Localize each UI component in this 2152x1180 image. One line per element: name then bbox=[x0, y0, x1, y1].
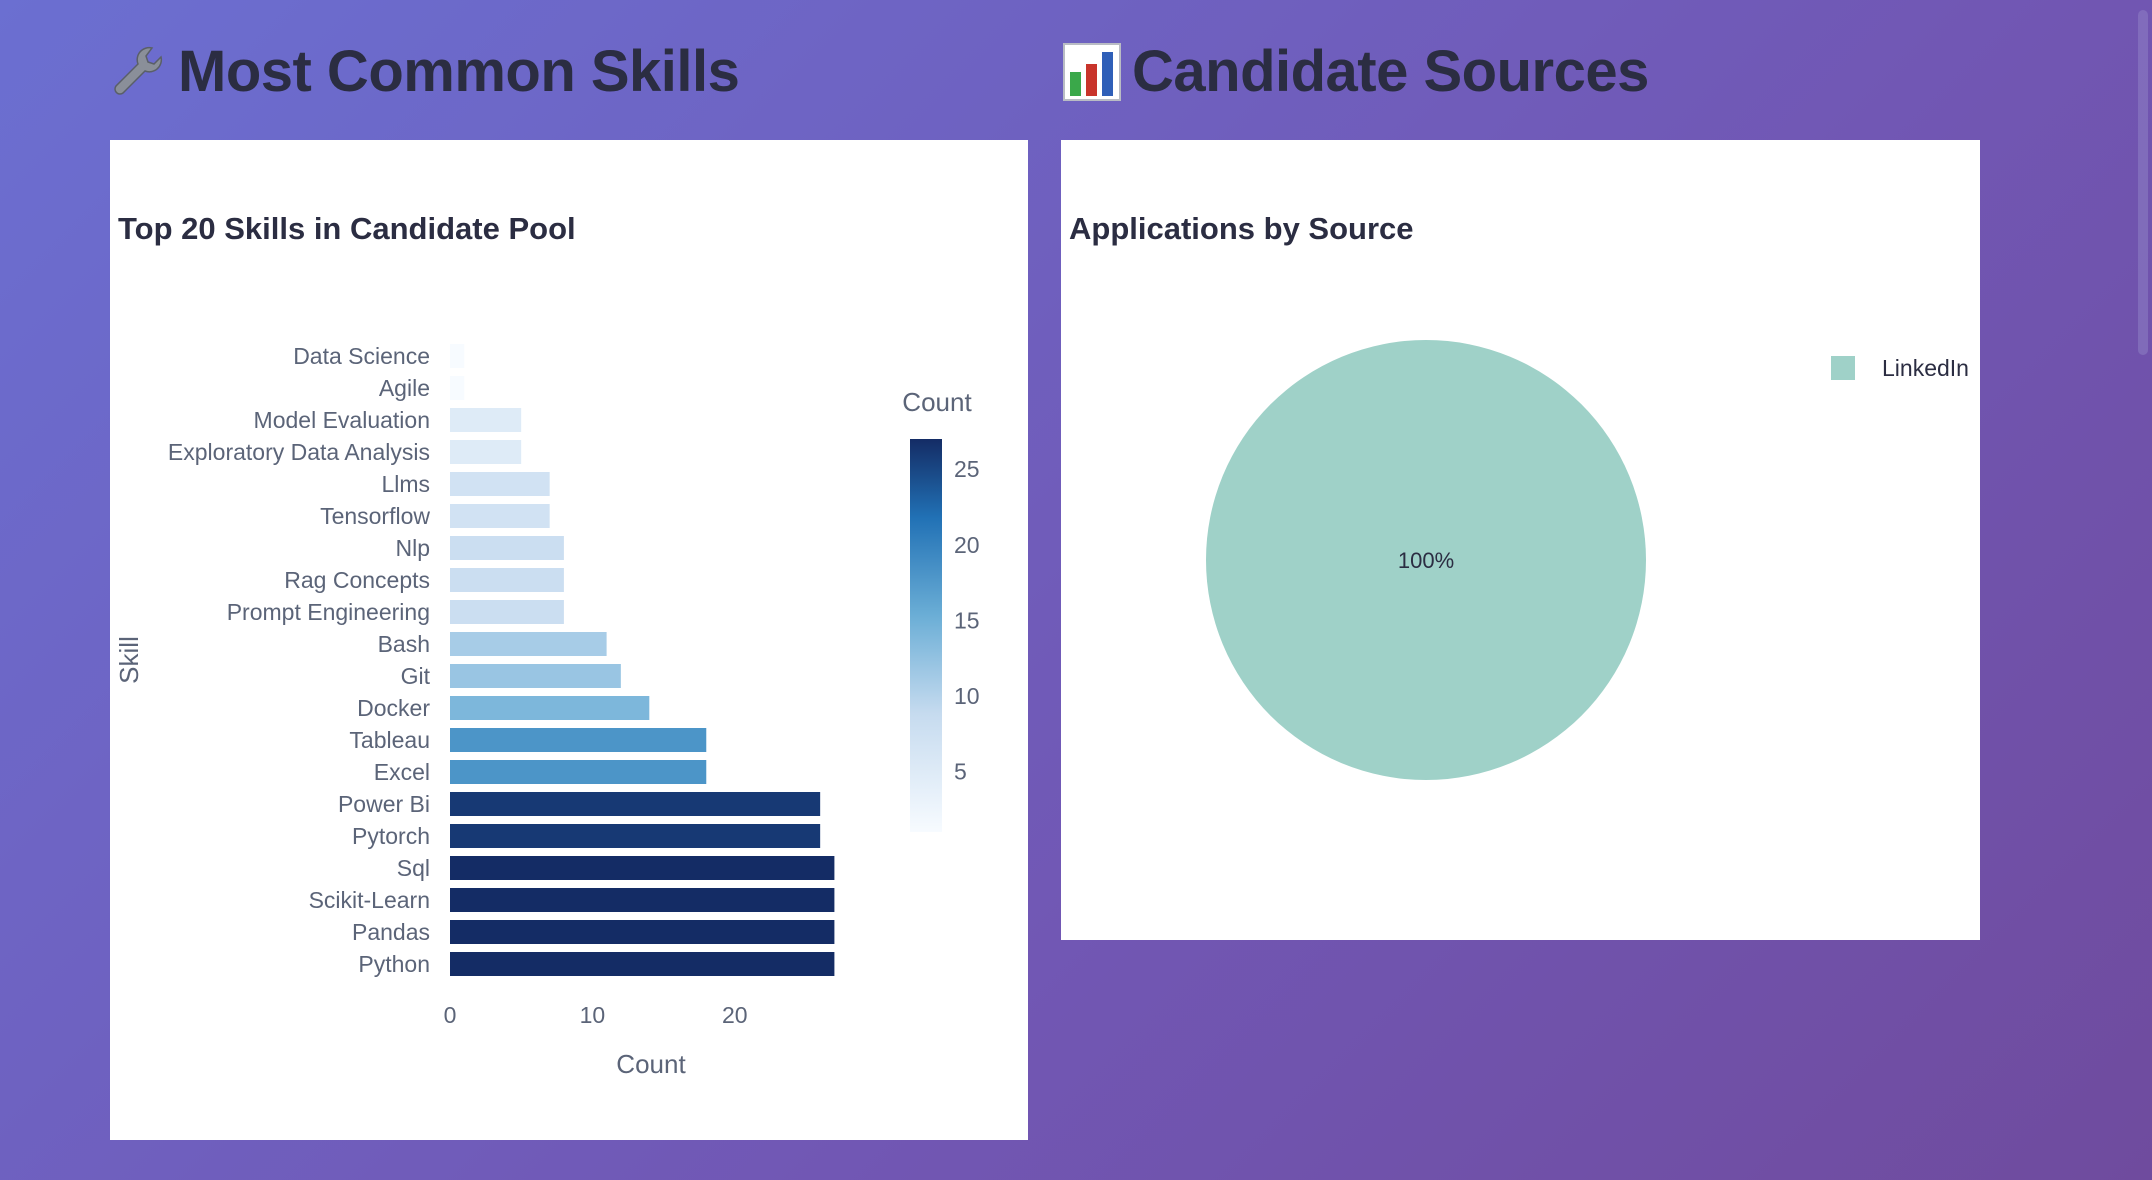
y-tick-label: Tableau bbox=[349, 727, 430, 753]
colorbar-tick-label: 15 bbox=[954, 607, 980, 633]
y-tick-label: Exploratory Data Analysis bbox=[168, 439, 430, 465]
pie-slice[interactable] bbox=[1206, 340, 1646, 780]
bar[interactable] bbox=[450, 952, 835, 976]
sources-chart-panel: Applications by Source 100% LinkedIn bbox=[1061, 140, 1980, 940]
bar-chart-icon bbox=[1063, 42, 1121, 101]
page-scrollbar[interactable] bbox=[2138, 10, 2148, 355]
sources-chart-title: Applications by Source bbox=[1069, 211, 1414, 246]
y-tick-label: Tensorflow bbox=[320, 503, 430, 529]
bar[interactable] bbox=[450, 728, 707, 752]
bar[interactable] bbox=[450, 440, 522, 464]
bar[interactable] bbox=[450, 408, 522, 432]
bar[interactable] bbox=[450, 344, 465, 368]
y-tick-label: Scikit-Learn bbox=[309, 887, 430, 913]
legend-label[interactable]: LinkedIn bbox=[1882, 355, 1969, 381]
bar[interactable] bbox=[450, 632, 607, 656]
bar[interactable] bbox=[450, 920, 835, 944]
bar[interactable] bbox=[450, 568, 564, 592]
pie-slice-label: 100% bbox=[1398, 548, 1454, 573]
y-tick-label: Data Science bbox=[293, 343, 430, 369]
sources-pie-chart: Applications by Source 100% LinkedIn bbox=[1069, 211, 1969, 780]
wrench-icon bbox=[114, 46, 163, 95]
skills-section-title-text: Most Common Skills bbox=[178, 39, 740, 104]
y-tick-label: Llms bbox=[381, 471, 430, 497]
bar[interactable] bbox=[450, 696, 650, 720]
y-tick-label: Pandas bbox=[352, 919, 430, 945]
skills-chart-title: Top 20 Skills in Candidate Pool bbox=[118, 211, 576, 246]
y-tick-label: Docker bbox=[357, 695, 430, 721]
sources-section-title-text: Candidate Sources bbox=[1132, 39, 1649, 104]
y-tick-label: Sql bbox=[397, 855, 430, 881]
bar[interactable] bbox=[450, 792, 821, 816]
colorbar bbox=[910, 439, 942, 832]
y-tick-label: Git bbox=[401, 663, 431, 689]
skills-bar-chart: Top 20 Skills in Candidate Pool Data Sci… bbox=[114, 211, 980, 1079]
colorbar-title: Count bbox=[902, 387, 972, 417]
colorbar-tick-label: 25 bbox=[954, 456, 980, 482]
bar[interactable] bbox=[450, 536, 564, 560]
bar[interactable] bbox=[450, 824, 821, 848]
bar[interactable] bbox=[450, 664, 621, 688]
bar[interactable] bbox=[450, 888, 835, 912]
x-tick-label: 10 bbox=[580, 1002, 606, 1028]
y-tick-label: Pytorch bbox=[352, 823, 430, 849]
x-axis-title: Count bbox=[616, 1049, 686, 1079]
bar[interactable] bbox=[450, 376, 465, 400]
bar[interactable] bbox=[450, 760, 707, 784]
y-tick-label: Excel bbox=[374, 759, 430, 785]
colorbar-tick-label: 20 bbox=[954, 532, 980, 558]
x-tick-label: 0 bbox=[444, 1002, 457, 1028]
y-tick-label: Power Bi bbox=[338, 791, 430, 817]
skills-section-title: Most Common Skills bbox=[108, 38, 740, 105]
y-tick-label: Agile bbox=[379, 375, 430, 401]
y-tick-label: Rag Concepts bbox=[284, 567, 430, 593]
legend-swatch[interactable] bbox=[1831, 356, 1855, 380]
colorbar-tick-label: 5 bbox=[954, 759, 967, 785]
sources-section-title: Candidate Sources bbox=[1062, 38, 1649, 105]
colorbar-tick-label: 10 bbox=[954, 683, 980, 709]
y-tick-label: Bash bbox=[378, 631, 430, 657]
y-tick-label: Python bbox=[358, 951, 430, 977]
bar[interactable] bbox=[450, 504, 550, 528]
skills-chart-panel: Top 20 Skills in Candidate Pool Data Sci… bbox=[110, 140, 1028, 1140]
y-axis-title: Skill bbox=[114, 636, 144, 684]
y-tick-label: Nlp bbox=[395, 535, 430, 561]
bar[interactable] bbox=[450, 600, 564, 624]
y-tick-label: Model Evaluation bbox=[254, 407, 430, 433]
x-tick-label: 20 bbox=[722, 1002, 748, 1028]
bar[interactable] bbox=[450, 472, 550, 496]
y-tick-label: Prompt Engineering bbox=[227, 599, 430, 625]
bar[interactable] bbox=[450, 856, 835, 880]
